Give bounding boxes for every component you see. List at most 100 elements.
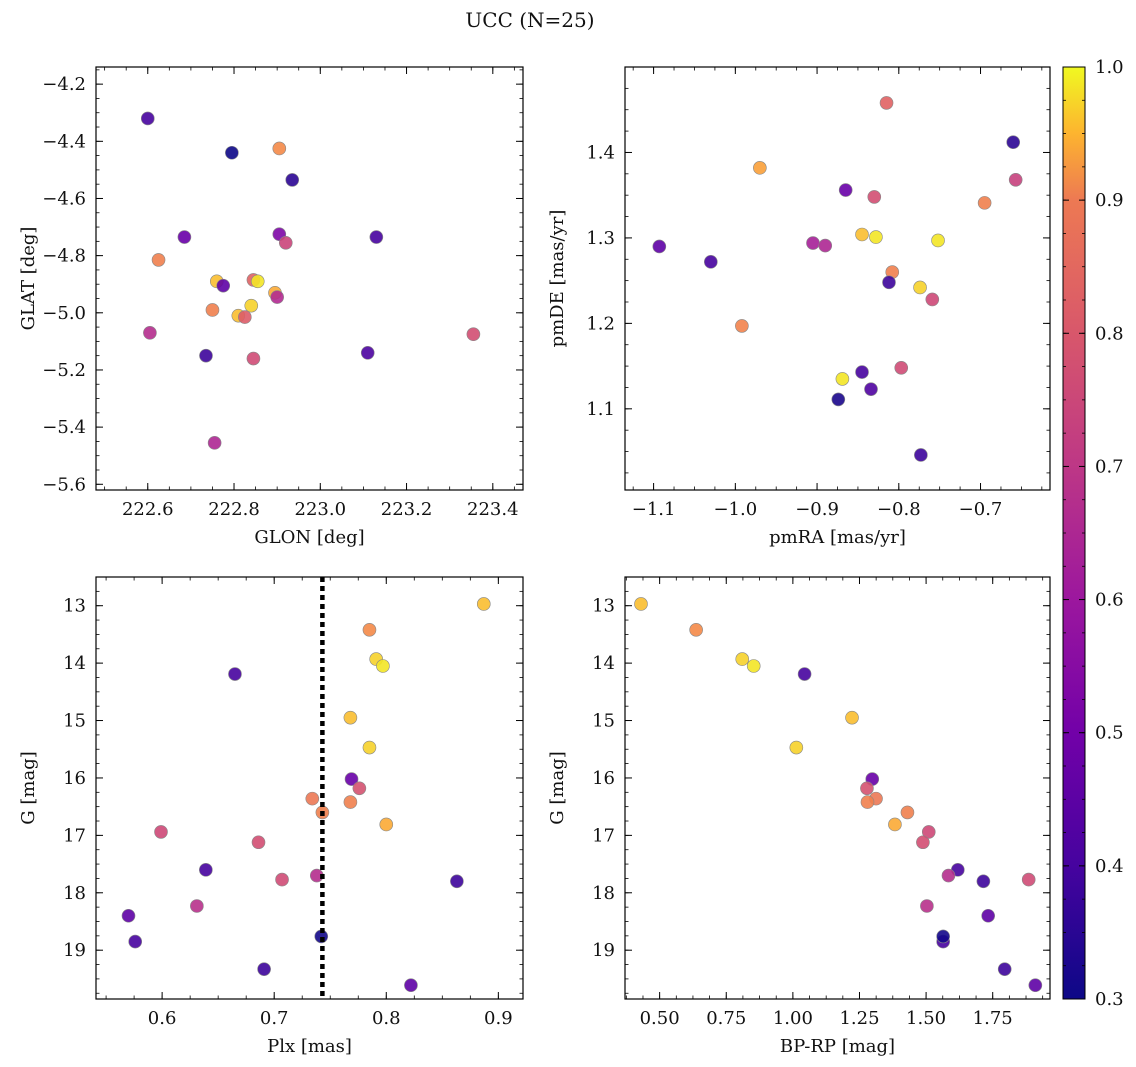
- y-tick-label: 16: [63, 768, 86, 789]
- y-tick-label: −5.6: [42, 474, 86, 495]
- scatter-point: [305, 791, 320, 806]
- scatter-point: [476, 597, 491, 611]
- y-tick-label: −4.8: [42, 246, 86, 267]
- y-tick-label: 19: [63, 940, 86, 961]
- y-tick-label: 15: [592, 711, 615, 732]
- scatter-point: [379, 817, 394, 832]
- x-tick-label: −0.9: [795, 499, 839, 520]
- scatter-point: [207, 436, 222, 450]
- scatter-point: [652, 239, 667, 254]
- x-tick-label: 0.50: [640, 1008, 680, 1029]
- scatter-point: [888, 817, 902, 832]
- y-tick-label: −5.2: [42, 360, 86, 381]
- colorbar: 0.3 0.4 0.5 0.6 0.7 0.8 0.9 1.0: [1062, 57, 1124, 1010]
- x-tick-label: −1.1: [632, 499, 676, 520]
- scatter-point: [352, 781, 367, 796]
- scatter-point: [882, 275, 896, 290]
- x-tick-label: −0.7: [959, 499, 1003, 520]
- scatter-point: [977, 196, 992, 210]
- scatter-points: [140, 111, 481, 450]
- x-tick-label: 223.2: [381, 499, 433, 520]
- scatter-point: [1008, 173, 1023, 187]
- scatter-point: [997, 962, 1012, 976]
- x-tick-label: 223.4: [467, 499, 519, 520]
- scatter-point: [205, 303, 220, 317]
- y-tick-label: −4.6: [42, 188, 86, 209]
- scatter-point: [151, 253, 166, 267]
- y-tick-label: 14: [63, 653, 86, 674]
- y-axis-label: G [mag]: [547, 751, 568, 824]
- figure-title: UCC (N=25): [465, 8, 594, 32]
- scatter-point: [344, 772, 359, 786]
- y-tick-label: 1.4: [586, 142, 615, 163]
- scatter-point: [867, 190, 882, 204]
- y-tick-label: 13: [592, 596, 615, 617]
- scatter-point: [250, 274, 265, 289]
- scatter-point: [835, 372, 850, 386]
- x-tick-label: 0.75: [706, 1008, 746, 1029]
- x-tick-label: 1.50: [906, 1008, 946, 1029]
- y-tick-label: 1.3: [586, 228, 615, 249]
- y-tick-label: −4.4: [42, 131, 86, 152]
- scatter-point: [199, 348, 213, 363]
- scatter-point: [925, 292, 940, 307]
- scatter-point: [369, 230, 384, 244]
- scatter-point: [746, 659, 761, 673]
- scatter-point: [1028, 978, 1043, 993]
- scatter-points: [121, 597, 491, 993]
- colorbar-gradient-bar: [1062, 66, 1086, 1000]
- scatter-point: [818, 238, 833, 253]
- scatter-point: [140, 111, 155, 126]
- scatter-point: [177, 230, 192, 244]
- scatter-point: [920, 899, 934, 913]
- scatter-point: [704, 255, 718, 269]
- y-axis-label: G [mag]: [18, 751, 39, 824]
- scatter-point: [128, 934, 143, 949]
- scatter-point: [806, 236, 820, 250]
- scatter-point: [228, 667, 242, 681]
- scatter-point: [689, 623, 703, 637]
- cmd-panel: 0.50 0.75 1.00 1.25 1.50 1.75 13 14 15 16 17 18 19 BP…: [547, 576, 1051, 1057]
- y-tick-label: 1.2: [586, 313, 615, 334]
- x-axis-label: Plx [mas]: [267, 1036, 352, 1057]
- scatter-point: [199, 863, 213, 877]
- scatter-point: [362, 623, 377, 637]
- scatter-point: [244, 298, 259, 313]
- scatter-point: [838, 183, 853, 197]
- x-axis-label: GLON [deg]: [254, 527, 364, 548]
- y-axis-label: pmDE [mas/yr]: [547, 210, 568, 348]
- scatter-point: [976, 874, 991, 889]
- y-tick-label: 17: [63, 825, 86, 846]
- y-tick-label: 18: [63, 883, 86, 904]
- scatter-point: [869, 230, 883, 244]
- axes-frame: [95, 66, 524, 491]
- scatter-point: [251, 835, 266, 850]
- scatter-points: [634, 597, 1043, 993]
- x-tick-label: 0.7: [260, 1008, 289, 1029]
- colorbar-tick-label: 0.7: [1095, 456, 1124, 477]
- scatter-point: [913, 280, 927, 295]
- y-tick-label: 13: [63, 596, 86, 617]
- scatter-point: [466, 327, 481, 342]
- scatter-point: [143, 326, 157, 340]
- scatter-point: [343, 795, 358, 809]
- scatter-point: [362, 740, 377, 755]
- x-tick-label: 1.75: [973, 1008, 1013, 1029]
- scatter-point: [864, 382, 878, 396]
- scatter-point: [225, 145, 239, 160]
- scatter-point: [797, 667, 812, 681]
- x-axis-label: BP-RP [mag]: [780, 1036, 895, 1057]
- scatter-point: [894, 360, 909, 375]
- scatter-point: [634, 597, 648, 611]
- scatter-point: [404, 978, 418, 993]
- scatter-point: [941, 868, 956, 883]
- axes-frame: [624, 66, 1051, 491]
- scatter-point: [914, 448, 928, 462]
- y-tick-label: −4.2: [42, 74, 86, 95]
- scatter-point: [845, 710, 859, 725]
- scatter-point: [376, 659, 390, 673]
- scatter-point: [154, 825, 168, 839]
- y-tick-label: 16: [592, 768, 615, 789]
- colorbar-tick-label: 0.6: [1095, 590, 1124, 611]
- scatter-point: [921, 825, 936, 839]
